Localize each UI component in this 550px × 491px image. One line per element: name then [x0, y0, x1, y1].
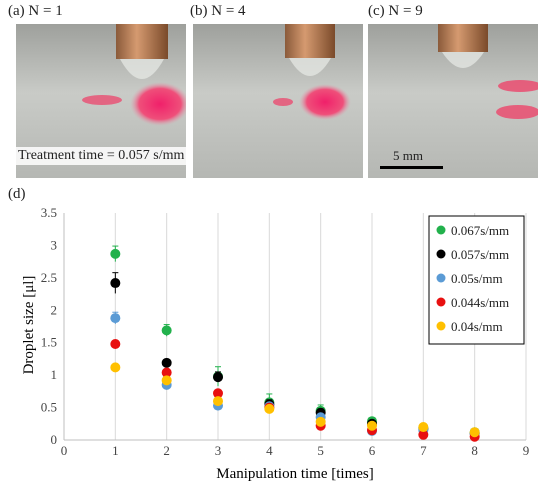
y-tick-label: 1.5: [41, 335, 57, 350]
photo-c-image: [368, 24, 538, 178]
treatment-time-caption: Treatment time = 0.057 s/mm: [14, 147, 189, 165]
series-0.067s/mm: [110, 245, 480, 438]
y-tick-label: 3: [51, 237, 58, 252]
photo-b-image: [193, 24, 363, 178]
y-tick-label: 2.5: [41, 270, 57, 285]
data-point: [161, 367, 172, 378]
panel-c-label: (c) N = 9: [368, 3, 423, 19]
x-tick-label: 8: [471, 443, 478, 458]
x-tick-label: 3: [215, 443, 222, 458]
chart-axes: [63, 213, 526, 441]
photo-c: [368, 24, 538, 178]
data-point: [367, 420, 377, 431]
data-point: [161, 375, 172, 386]
legend-label: 0.05s/mm: [451, 271, 503, 286]
legend-marker: [436, 249, 446, 259]
x-tick-label: 9: [523, 443, 530, 458]
scale-bar-label: 5 mm: [393, 148, 423, 163]
legend-label: 0.057s/mm: [451, 247, 509, 262]
chart-legend: 0.067s/mm 0.057s/mm 0.05s/mm 0.044s/mm 0.04s…: [428, 215, 525, 345]
x-tick-label: 7: [420, 443, 427, 458]
y-tick-label: 3.5: [41, 205, 57, 220]
data-point: [418, 429, 429, 440]
panel-b-label: (b) N = 4: [190, 3, 246, 19]
data-point: [315, 416, 326, 427]
y-axis-label: Droplet size [μl]: [21, 276, 37, 375]
x-tick-label: 2: [163, 443, 170, 458]
data-point: [264, 403, 275, 414]
x-tick-label: 1: [112, 443, 119, 458]
legend-marker: [436, 273, 446, 283]
data-point: [110, 278, 121, 289]
y-tick-label: 0.5: [41, 400, 57, 415]
y-tick-label: 0: [51, 432, 58, 447]
data-point: [161, 325, 172, 336]
x-tick-label: 5: [317, 443, 324, 458]
data-point: [213, 396, 223, 407]
series-0.057s/mm: [110, 272, 480, 439]
legend-marker: [436, 225, 446, 235]
y-tick-label: 1: [51, 367, 58, 382]
photo-b: [193, 24, 363, 178]
legend-label: 0.044s/mm: [451, 295, 509, 310]
data-point: [213, 372, 223, 383]
data-point: [213, 388, 223, 399]
series-0.04s/mm: [110, 362, 480, 438]
chart-series: [110, 245, 480, 442]
data-point: [469, 427, 480, 438]
x-tick-labels: 0 1 2 3 4 5 6 7 8 9: [61, 443, 530, 458]
legend-marker: [436, 321, 446, 331]
data-point: [161, 357, 172, 368]
data-point: [110, 248, 121, 259]
legend-marker: [436, 297, 446, 307]
x-tick-label: 4: [266, 443, 273, 458]
data-point: [110, 362, 121, 373]
x-axis-label: Manipulation time [times]: [216, 466, 373, 482]
legend-label: 0.04s/mm: [451, 319, 503, 334]
x-tick-label: 0: [61, 443, 68, 458]
scale-bar: [380, 166, 443, 169]
panel-a-label: (a) N = 1: [8, 3, 63, 19]
data-point: [110, 339, 121, 350]
x-tick-label: 6: [369, 443, 376, 458]
legend-label: 0.067s/mm: [451, 223, 509, 238]
data-point: [418, 422, 429, 433]
y-tick-labels: 0 0.5 1 1.5 2 2.5 3 3.5: [41, 205, 57, 447]
data-point: [110, 313, 121, 324]
y-tick-label: 2: [51, 302, 58, 317]
panel-d-label: (d): [8, 186, 26, 202]
